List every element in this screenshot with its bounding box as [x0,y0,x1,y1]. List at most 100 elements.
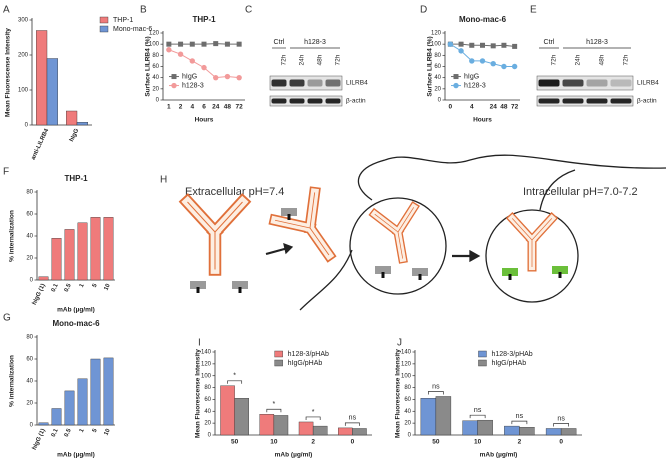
blot-band [307,79,323,87]
chart-title: THP-1 [64,174,88,183]
x-tick-label: 10 [103,282,112,291]
receptor-anchor [238,287,242,293]
x-axis-label: mAb (µg/ml) [57,307,95,314]
x-tick-label: 5 [92,282,99,288]
lane-label: 72h [623,54,630,65]
bar [477,419,493,436]
legend-marker [171,74,177,80]
y-tick-label: 0 [408,433,412,439]
y-tick-label: 60 [434,64,441,70]
significance-label: ns [474,407,482,414]
diagram-left-label: Extracellular pH=7.4 [185,186,284,198]
y-tick-label: 200 [18,53,29,59]
blot-band [538,79,560,87]
x-tick-label: 50 [432,439,440,446]
blot-band [325,79,341,87]
bar [462,420,478,436]
significance-bracket [305,416,321,420]
significance-bracket [227,380,243,384]
blot-band [610,79,632,87]
y-tick-label: 140 [201,350,212,356]
x-tick-label: 1 [167,104,171,111]
significance-label: ns [557,415,565,422]
marker [469,42,475,48]
panel-letter: A [3,5,10,16]
legend-label: h128-3 [182,82,204,89]
lane-label: 24h [575,54,582,65]
marker [490,61,496,67]
marker [479,58,486,64]
bar [338,427,353,436]
y-tick-label: 80 [26,335,33,341]
marker [189,58,195,64]
legend-label: Mono-mac-6 [113,26,152,33]
receptor [281,208,297,216]
blot-band [289,98,305,104]
y-axis-label: % internalization [9,210,16,262]
x-tick-label: 6 [202,104,206,111]
lane-label: 72h [335,54,342,65]
significance-label: * [312,409,315,416]
x-tick-label: hIgG [69,128,80,143]
lane-label: 72h [281,54,288,65]
x-tick-label: 2 [311,439,315,446]
marker [511,63,518,70]
panel-letter: H [160,175,167,186]
marker [236,74,242,81]
bar [38,422,49,426]
bar [519,427,535,436]
marker [236,41,242,47]
x-tick-label: 0 [449,104,453,111]
bar [259,414,275,436]
blot-strip [536,75,634,91]
y-tick-label: 100 [401,373,412,379]
marker [166,47,172,53]
x-tick-label: 72 [511,104,519,111]
y-tick-label: 40 [404,409,411,415]
y-tick-label: 60 [152,64,159,70]
lane-label: 48h [317,54,324,65]
bar [90,358,101,426]
bar [273,415,289,436]
blot-band [271,79,287,87]
x-tick-label: 2 [179,104,183,111]
lane-label: 24h [299,54,306,65]
marker [512,43,518,49]
bar [545,428,562,436]
y-axis-label: Surface LILRB4 (%) [427,36,434,96]
bar [352,428,367,436]
y-tick-label: 0 [208,433,212,439]
lane-label: 48h [599,54,606,65]
blot-ctrl-label: Ctrl [544,39,555,46]
y-tick-label: 120 [431,31,442,37]
marker [501,42,507,48]
antibody-line [511,218,553,268]
y-axis-label: Surface LILRB4 (%) [145,36,152,96]
panel-letter: I [198,338,201,349]
chart-title: Mono-mac-6 [52,319,100,328]
blot-treatment-label: h128-3 [586,39,608,46]
bar [46,58,59,126]
significance-label: ns [516,413,524,420]
lane-label: 72h [551,54,558,65]
bar [51,408,62,426]
bar [220,385,235,436]
marker [458,41,464,47]
panel-letter: G [3,313,11,324]
panel-letter: J [397,338,402,349]
bar [420,398,437,436]
y-tick-label: 120 [401,361,412,367]
legend-label: hIgG/pHAb [288,360,323,367]
x-tick-label: 50 [231,439,239,446]
y-axis-label: Mean Fluorescense Intensity [195,349,202,438]
bar [103,357,114,426]
y-tick-label: 100 [431,42,442,48]
receptor-anchor [381,272,385,278]
y-tick-label: 80 [26,190,33,196]
y-tick-label: 40 [26,234,33,240]
y-tick-label: 140 [401,350,412,356]
marker [480,42,485,48]
receptor-anchor [418,274,422,280]
bar [77,222,88,281]
x-tick-label: 10 [103,427,112,436]
